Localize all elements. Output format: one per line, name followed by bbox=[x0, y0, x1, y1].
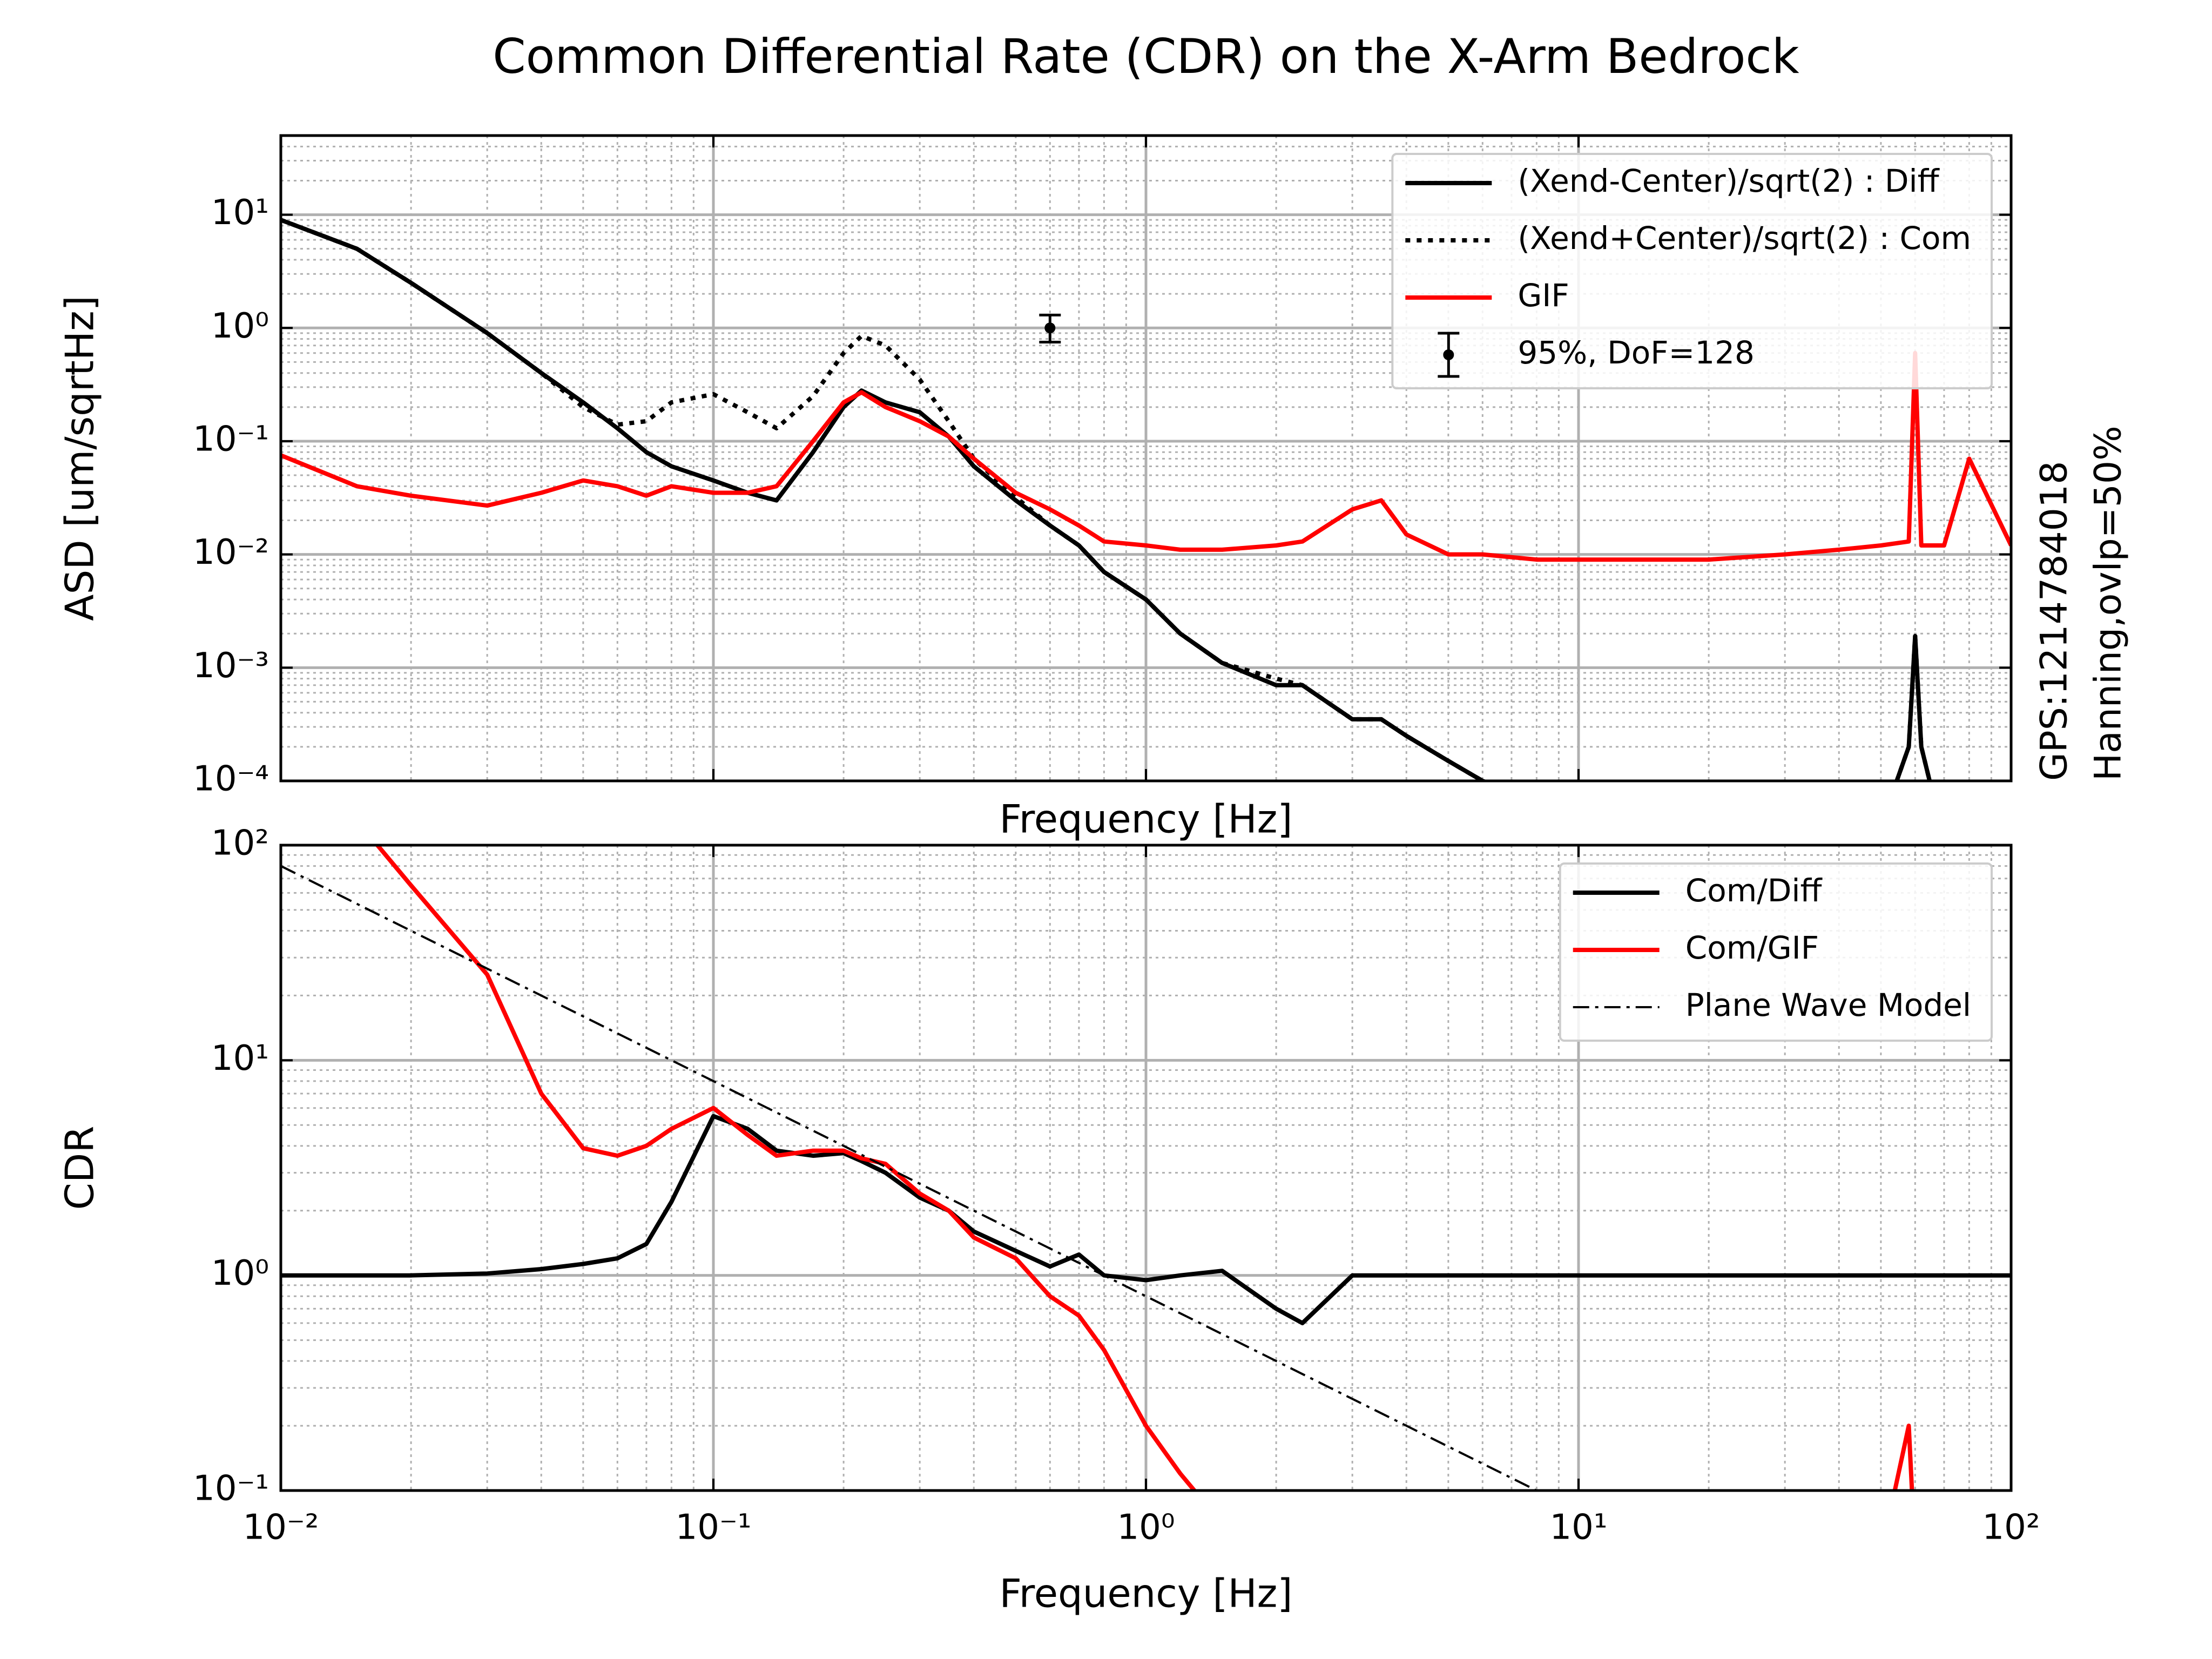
y-tick-label: 10⁻⁴ bbox=[193, 759, 269, 799]
legend-label: Com/Diff bbox=[1685, 872, 1823, 909]
annotation: Hanning,ovlp=50% bbox=[2087, 426, 2130, 781]
legend-label: (Xend+Center)/sqrt(2) : Com bbox=[1518, 220, 1971, 257]
series-line bbox=[374, 845, 1914, 1491]
axes: 10⁻² 10⁻¹ 10⁰ 10¹ 10²10⁻¹10⁰10¹10²Com/DiffCo… bbox=[57, 824, 2040, 1616]
legend: Com/Diff Com/GIF Plane Wave Model bbox=[1559, 862, 1993, 1042]
legend-label: 95%, DoF=128 bbox=[1518, 334, 1755, 371]
y-tick-label: 10¹ bbox=[211, 193, 269, 233]
axes-frame bbox=[279, 134, 2013, 783]
x-tick-label: 10⁻² bbox=[243, 1508, 319, 1548]
legend-label: (Xend-Center)/sqrt(2) : Diff bbox=[1518, 163, 1940, 199]
error-point bbox=[1044, 322, 1056, 334]
y-tick-label: 10⁻¹ bbox=[193, 1469, 269, 1509]
y-axis-label: ASD [um/sqrtHz] bbox=[57, 295, 103, 621]
plot-area bbox=[281, 845, 2011, 1491]
y-tick-label: 10⁰ bbox=[211, 306, 269, 346]
series-line bbox=[281, 1114, 2011, 1325]
y-tick-label: 10⁻¹ bbox=[193, 420, 269, 460]
axes-frame bbox=[279, 844, 2013, 1492]
legend-frame bbox=[1391, 153, 1993, 389]
y-tick-label: 10⁰ bbox=[211, 1253, 269, 1293]
chart-title: Common Differential Rate (CDR) on the X-… bbox=[493, 29, 1799, 84]
x-tick-label: 10⁰ bbox=[1117, 1508, 1175, 1548]
axes: 10⁻⁴ 10⁻³ 10⁻² 10⁻¹ 10⁰ 10¹ (Xend-Center)/sqrt… bbox=[57, 29, 2130, 842]
y-axis-label: CDR bbox=[57, 1126, 103, 1210]
y-tick-label: 10⁻² bbox=[193, 532, 269, 572]
series-line bbox=[281, 865, 1537, 1491]
x-tick-label: 10² bbox=[1982, 1508, 2040, 1548]
plot-area bbox=[281, 218, 2011, 781]
legend-label: Com/GIF bbox=[1685, 929, 1819, 966]
y-tick-label: 10² bbox=[211, 824, 269, 864]
legend-label: Plane Wave Model bbox=[1685, 987, 1971, 1023]
x-axis-label: Frequency [Hz] bbox=[1000, 1571, 1293, 1616]
annotation: GPS:1214784018 bbox=[2033, 461, 2076, 781]
y-tick-label: 10⁻³ bbox=[193, 646, 269, 686]
series-line bbox=[281, 218, 1932, 781]
legend-label: GIF bbox=[1518, 277, 1569, 314]
legend-frame bbox=[1559, 862, 1993, 1042]
series-line bbox=[281, 350, 2011, 562]
legend-swatch bbox=[1443, 349, 1454, 360]
x-tick-label: 10⁻¹ bbox=[676, 1508, 752, 1548]
y-tick-label: 10¹ bbox=[211, 1038, 269, 1078]
x-tick-label: 10¹ bbox=[1549, 1508, 1607, 1548]
legend: (Xend-Center)/sqrt(2) : Diff (Xend+Center… bbox=[1391, 153, 1993, 389]
x-axis-label: Frequency [Hz] bbox=[1000, 797, 1293, 842]
